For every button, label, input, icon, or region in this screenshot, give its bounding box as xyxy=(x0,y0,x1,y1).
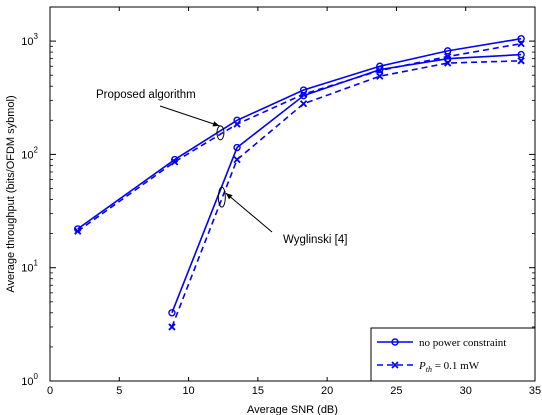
annotation-ellipse-wyglinski xyxy=(217,186,226,208)
legend-symbol-no-power-constraint xyxy=(377,338,413,346)
legend-box xyxy=(370,327,536,382)
annotation-proposed-algorithm: Proposed algorithm xyxy=(96,89,196,101)
legend-label-pth-sub: th xyxy=(426,365,432,374)
y-tick-label: 103 xyxy=(21,32,38,48)
x-marker-stroke xyxy=(233,155,241,164)
annotation-wyglinski: Wyglinski [4] xyxy=(283,234,347,246)
annotation-arrow-wyglinski-head xyxy=(225,193,233,200)
x-tick-label: 5 xyxy=(116,385,122,397)
x-marker-stroke xyxy=(376,72,384,80)
y-tick-label: 101 xyxy=(21,259,38,275)
legend-label-no-power-constraint: no power constraint xyxy=(419,337,506,349)
x-axis-ticks: 0 5 10 15 20 25 30 35 xyxy=(47,7,541,397)
series-2-point xyxy=(517,50,525,59)
x-marker-stroke xyxy=(74,227,82,235)
x-tick-label: 0 xyxy=(47,385,53,397)
x-marker-stroke xyxy=(299,100,308,108)
x-marker-stroke xyxy=(171,158,179,166)
annotation-arrow-proposed xyxy=(159,105,220,127)
x-marker-stroke xyxy=(517,39,525,48)
y-tick-base: 10 xyxy=(21,263,33,275)
y-tick-label: 102 xyxy=(21,145,38,161)
y-tick-base: 10 xyxy=(21,376,33,388)
annotation-layer: Proposed algorithm Wyglinski [4] xyxy=(96,89,347,246)
legend-marker xyxy=(391,338,399,346)
x-marker-stroke xyxy=(391,361,399,369)
series-3-point xyxy=(444,59,452,67)
y-tick-exponent: 1 xyxy=(34,259,39,268)
series-1-point xyxy=(171,158,179,166)
x-tick-label: 35 xyxy=(529,385,541,397)
series-1-point xyxy=(233,120,241,128)
series-3-point xyxy=(299,100,308,108)
annotation-arrow-proposed-head xyxy=(212,121,220,127)
series-line-2 xyxy=(171,53,522,314)
series-0-point xyxy=(517,35,525,43)
x-marker-stroke xyxy=(233,120,241,128)
series-3-point xyxy=(517,57,525,65)
annotation-ellipse-proposed xyxy=(216,125,225,141)
x-tick-label: 25 xyxy=(390,385,402,397)
y-tick-base: 10 xyxy=(21,36,33,48)
series-0-point xyxy=(444,47,452,55)
series-2-point xyxy=(168,309,176,317)
y-axis-label: Average throughput (bits/OFDM sybmol) xyxy=(5,95,17,292)
y-tick-label: 100 xyxy=(21,372,38,388)
x-axis-label: Average SNR (dB) xyxy=(247,404,338,415)
x-marker-stroke xyxy=(517,57,525,65)
series-layer xyxy=(74,35,525,331)
y-tick-exponent: 0 xyxy=(34,372,39,381)
y-tick-exponent: 3 xyxy=(34,32,39,41)
x-marker-stroke xyxy=(444,59,452,67)
x-marker-stroke xyxy=(299,90,308,98)
y-tick-exponent: 2 xyxy=(34,145,39,154)
y-tick-base: 10 xyxy=(21,149,33,161)
series-1-point xyxy=(74,227,82,235)
series-3-point xyxy=(376,72,384,80)
legend: no power constraint Pth = 0.1 mW xyxy=(370,327,536,382)
legend-label-pth-rest: = 0.1 mW xyxy=(432,360,480,372)
legend-marker xyxy=(391,361,399,369)
series-2-point xyxy=(376,65,384,74)
series-2-point xyxy=(299,91,308,100)
plot-frame xyxy=(49,6,536,382)
x-tick-label: 10 xyxy=(182,385,194,397)
series-line-0 xyxy=(77,37,522,230)
series-3-point xyxy=(168,323,176,331)
x-marker-stroke xyxy=(168,323,176,331)
legend-label-pth: Pth = 0.1 mW xyxy=(418,360,480,374)
x-tick-label: 30 xyxy=(460,385,472,397)
series-3-point xyxy=(233,155,241,164)
legend-label-pth-main: P xyxy=(418,360,426,372)
series-2-point xyxy=(444,54,452,63)
annotation-arrow-wyglinski xyxy=(225,192,273,233)
x-tick-label: 15 xyxy=(252,385,264,397)
x-tick-label: 20 xyxy=(321,385,333,397)
legend-symbol-pth xyxy=(377,361,413,369)
series-1-point xyxy=(299,90,308,98)
series-2-point xyxy=(233,143,241,152)
series-1-point xyxy=(517,39,525,48)
